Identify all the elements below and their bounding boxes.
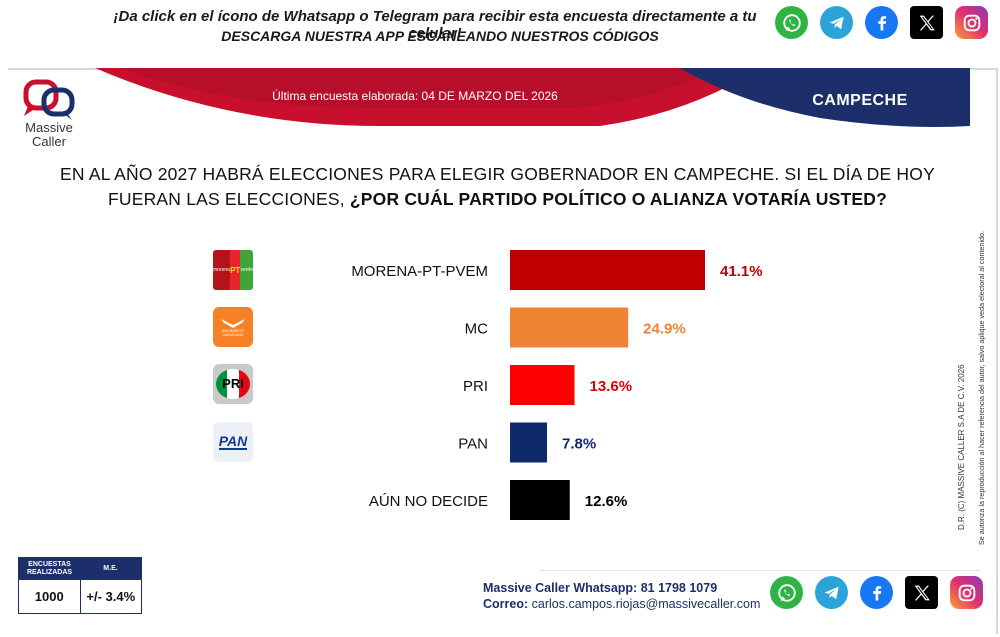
question-intro: EN AL AÑO 2027 HABRÁ ELECCIONES PARA ELE… bbox=[60, 164, 935, 209]
copyright-text: D.R. (C) MASSIVE CALLER S.A DE C.V. 2026 bbox=[957, 364, 966, 530]
massive-caller-logo bbox=[23, 79, 75, 120]
value-label-morena-pt-pvem: 41.1% bbox=[720, 263, 763, 280]
surveys-header: ENCUESTAS REALIZADAS bbox=[26, 561, 73, 576]
pan-logo-text: PAN bbox=[218, 433, 248, 450]
value-label-pan: 7.8% bbox=[562, 436, 596, 453]
bar-morena-pt-pvem bbox=[510, 250, 705, 290]
margin-table-header: ENCUESTAS REALIZADAS M.E. bbox=[19, 558, 141, 580]
header-swoosh bbox=[95, 68, 970, 127]
facebook-icon[interactable] bbox=[860, 576, 893, 609]
margin-table-values: 1000 +/- 3.4% bbox=[19, 580, 141, 613]
instagram-icon[interactable] bbox=[950, 576, 983, 609]
top-banner: ¡Da click en el ícono de Whatsapp o Tele… bbox=[0, 0, 1000, 62]
state-name: CAMPECHE bbox=[812, 92, 908, 109]
bar-mc bbox=[510, 307, 629, 348]
whatsapp-contact: Massive Caller Whatsapp: 81 1798 1079 bbox=[483, 580, 760, 596]
margin-table: ENCUESTAS REALIZADAS M.E. 1000 +/- 3.4% bbox=[18, 557, 142, 614]
pri-logo-text: PRI bbox=[222, 376, 244, 391]
pt-logo-part: PT bbox=[229, 250, 241, 290]
copyright-notice: D.R. (C) MASSIVE CALLER S.A DE C.V. 2026 bbox=[952, 160, 968, 530]
last-survey-date: Última encuesta elaborada: 04 DE MARZO D… bbox=[272, 89, 558, 103]
category-label-pan: PAN bbox=[458, 436, 488, 453]
email-contact: Correo: carlos.campos.riojas@massivecall… bbox=[483, 596, 760, 612]
value-label-mc: 24.9% bbox=[643, 321, 686, 338]
reproduction-text: Se autoriza la reproducción al hacer ref… bbox=[977, 230, 986, 545]
bar-pan bbox=[510, 422, 548, 463]
banner-instruction: ¡Da click en el ícono de Whatsapp o Tele… bbox=[113, 8, 757, 42]
telegram-icon[interactable] bbox=[815, 576, 848, 609]
contact-info: Massive Caller Whatsapp: 81 1798 1079 Co… bbox=[483, 580, 760, 612]
banner-download: DESCARGA NUESTRA APP ESCANEANDO NUESTROS… bbox=[221, 28, 659, 44]
surveys-value: 1000 bbox=[34, 589, 64, 604]
pan-logo: PAN bbox=[213, 422, 253, 462]
telegram-icon[interactable] bbox=[820, 6, 853, 39]
category-label-mc: MC bbox=[465, 321, 488, 338]
logo-word-caller: Caller bbox=[32, 134, 66, 149]
whatsapp-number[interactable]: 81 1798 1079 bbox=[640, 581, 718, 595]
value-label-a-n-no-decide: 12.6% bbox=[585, 493, 628, 510]
instagram-icon[interactable] bbox=[955, 6, 988, 39]
value-label-pri: 13.6% bbox=[590, 378, 633, 395]
vote-intention-chart: MORENA-PT-PVEM 41.1% MC 24.9% PRI 13.6% PAN 7.8… bbox=[351, 250, 763, 520]
facebook-icon[interactable] bbox=[865, 6, 898, 39]
survey-question: EN AL AÑO 2027 HABRÁ ELECCIONES PARA ELE… bbox=[30, 162, 965, 212]
category-label-morena-pt-pvem: MORENA-PT-PVEM bbox=[351, 263, 488, 280]
whatsapp-label: Massive Caller Whatsapp: bbox=[483, 581, 638, 595]
x-icon[interactable] bbox=[905, 576, 938, 609]
social-links-top bbox=[775, 6, 988, 39]
margin-error-header: M.E. bbox=[103, 565, 118, 572]
bar-pri bbox=[510, 365, 575, 405]
email-label: Correo: bbox=[483, 597, 529, 611]
contact-divider bbox=[540, 570, 980, 571]
x-icon[interactable] bbox=[910, 6, 943, 39]
reproduction-notice: Se autoriza la reproducción al hacer ref… bbox=[972, 160, 988, 545]
email-address[interactable]: carlos.campos.riojas@massivecaller.com bbox=[531, 597, 761, 611]
mc-eagle-icon bbox=[221, 319, 245, 328]
social-links-bottom bbox=[770, 576, 983, 609]
whatsapp-icon[interactable] bbox=[775, 6, 808, 39]
category-label-a-n-no-decide: AÚN NO DECIDE bbox=[369, 493, 488, 510]
question-emphasis: ¿POR CUÁL PARTIDO POLÍTICO O ALIANZA VOT… bbox=[349, 189, 888, 209]
morena-logo-part: morena bbox=[213, 250, 230, 290]
bar-a-n-no-decide bbox=[510, 480, 570, 520]
pri-logo: PRI bbox=[213, 364, 253, 404]
pvem-logo-part: verde bbox=[240, 250, 253, 290]
mc-logo-text: MOVIMIENTO CIUDADANO bbox=[221, 329, 245, 337]
pri-logo-circle: PRI bbox=[216, 369, 250, 399]
mc-logo: MOVIMIENTO CIUDADANO bbox=[213, 307, 253, 347]
category-label-pri: PRI bbox=[463, 378, 488, 395]
margin-error-value: +/- 3.4% bbox=[79, 580, 142, 613]
whatsapp-icon[interactable] bbox=[770, 576, 803, 609]
logo-word-massive: Massive bbox=[25, 120, 73, 135]
morena-pt-pvem-logo: morena PT verde bbox=[213, 250, 253, 290]
